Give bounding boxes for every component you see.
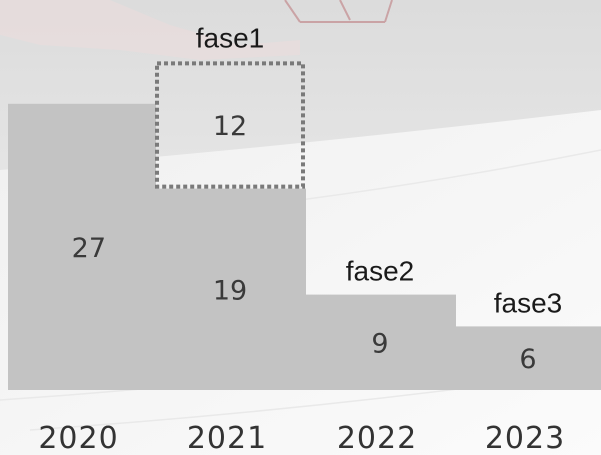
phase-label-2021: fase1 xyxy=(196,22,265,53)
phase-label-2023: fase3 xyxy=(494,287,563,318)
tick-label-2022: 2022 xyxy=(337,421,417,455)
value-label-2022: 9 xyxy=(371,328,388,359)
value-label-2021-highlight: 12 xyxy=(213,111,247,142)
highlight-box-2021 xyxy=(155,61,305,189)
tick-label-2021: 2021 xyxy=(187,421,267,455)
value-label-2023: 6 xyxy=(519,344,536,375)
tick-label-2020: 2020 xyxy=(38,421,118,455)
highlight-layer xyxy=(155,61,305,189)
bar-2022 xyxy=(305,294,456,390)
x-axis-ticks: 2020 2021 2022 2023 xyxy=(38,421,565,455)
value-label-2020: 27 xyxy=(72,233,106,264)
value-label-2021: 19 xyxy=(213,275,247,306)
phase-labels-layer: fase1 fase2 fase3 xyxy=(196,22,563,318)
tick-label-2023: 2023 xyxy=(485,421,565,455)
bar-2023 xyxy=(455,326,601,390)
bar-2020 xyxy=(8,103,156,391)
bars-layer xyxy=(8,103,601,391)
bar-2021 xyxy=(155,188,306,390)
value-labels-layer: 27 19 12 9 6 xyxy=(72,111,537,375)
phase-label-2022: fase2 xyxy=(346,256,415,287)
